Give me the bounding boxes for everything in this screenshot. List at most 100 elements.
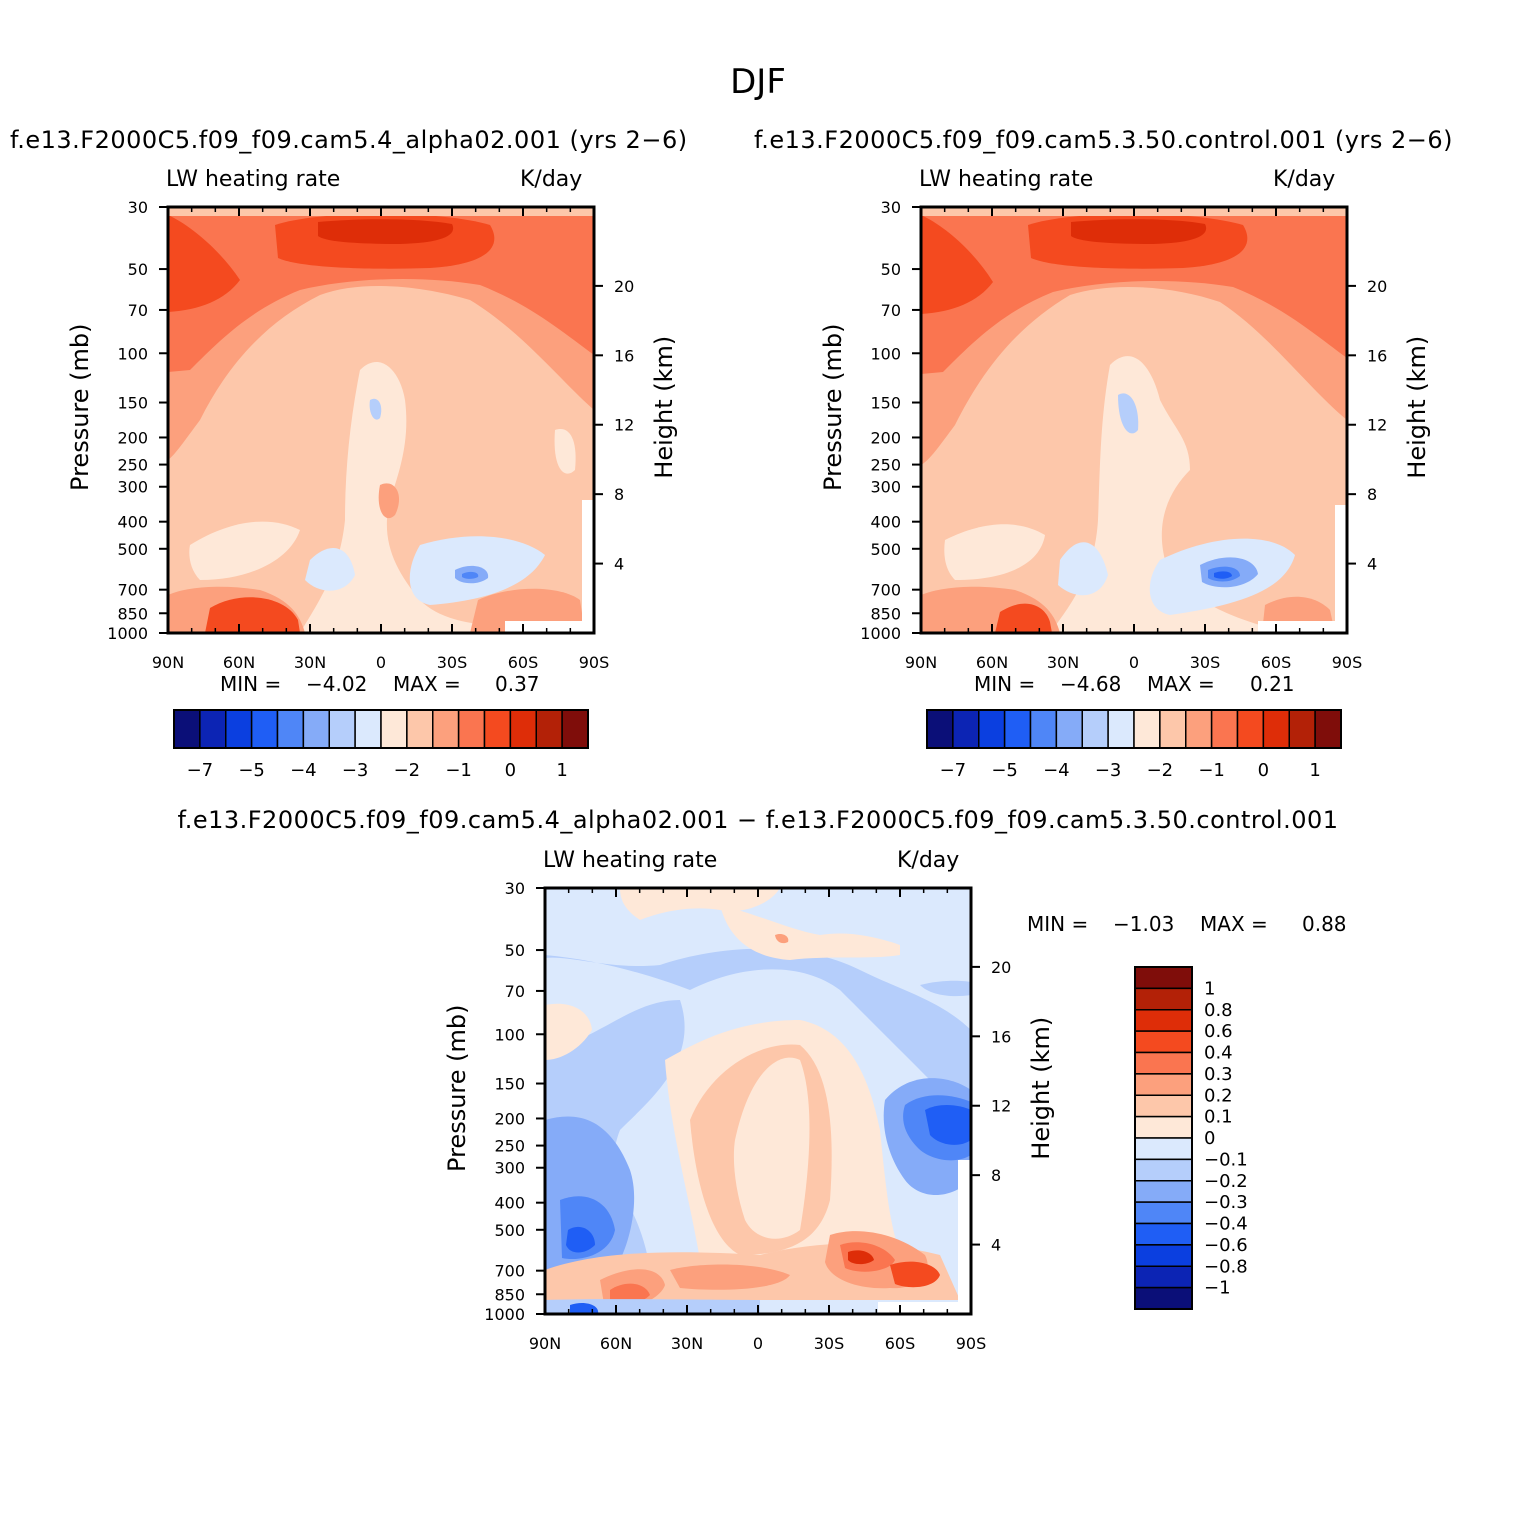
panel-3-colorbar-label: 0.3	[1204, 1064, 1233, 1085]
panel-3-colorbar-label: 0.8	[1204, 1000, 1233, 1021]
panel-3-variable: LW heating rate	[543, 848, 718, 873]
panel-1-colorbar-box	[199, 709, 227, 749]
panel-2-colorbar-box	[1107, 709, 1135, 749]
panel-2-colorbar-label: −7	[940, 760, 967, 781]
page-title: DJF	[730, 62, 786, 102]
panel-1-colorbar-label: −5	[238, 760, 265, 781]
panel-3-colorbar-box	[1134, 1180, 1193, 1203]
panel-2-colorbar-label: −5	[991, 760, 1018, 781]
panel-3-colorbar-label: 0.1	[1204, 1107, 1233, 1128]
panel-1-units: K/day	[520, 167, 583, 192]
panel-3-y-right-tick-label: 8	[991, 1166, 1001, 1185]
panel-1-x-tick-label: 60S	[508, 653, 539, 672]
panel-2-colorbar-box	[952, 709, 980, 749]
panel-1-colorbar-box	[354, 709, 382, 749]
panel-3-max-label: MAX =	[1200, 912, 1268, 936]
panel-2-y-tick-label: 200	[870, 428, 901, 447]
panel-2-y-tick-label: 400	[870, 513, 901, 532]
panel-1-colorbar-box	[432, 709, 460, 749]
panel-1-x-tick-label: 30S	[437, 653, 468, 672]
panel-2-max-label: MAX =	[1147, 672, 1215, 696]
panel-3-colorbar-box	[1134, 987, 1193, 1011]
panel-1-y-tick-label: 300	[117, 478, 148, 497]
panel-3-colorbar-label: 0.6	[1204, 1021, 1233, 1042]
panel-1-colorbar-label: 1	[556, 760, 567, 781]
panel-2-y-tick-label: 30	[881, 198, 901, 217]
panel-1-colorbar-box	[380, 709, 408, 749]
panel-1-colorbar-box	[561, 709, 589, 749]
panel-2-y-tick-label: 50	[881, 260, 901, 279]
panel-2-colorbar-frame	[926, 709, 1342, 749]
panel-3-y-right-axis-title: Height (km)	[1027, 1017, 1055, 1160]
panel-3-y-tick-label: 400	[494, 1194, 525, 1213]
panel-2-colorbar-box	[978, 709, 1006, 749]
panel-1-y-tick-label: 70	[128, 301, 148, 320]
panel-2-y-tick-label: 70	[881, 301, 901, 320]
panel-1-colorbar-box	[225, 709, 253, 749]
panel-1-colorbar-label: 0	[505, 760, 516, 781]
panel-2-colorbar-box	[1081, 709, 1109, 749]
panel-3-colorbar-label: 0	[1204, 1128, 1215, 1149]
panel-1-y-tick-label: 200	[117, 428, 148, 447]
panel-1-y-tick-label: 100	[117, 344, 148, 363]
panel-1-max-label: MAX =	[393, 672, 461, 696]
panel-2-y-right-tick-label: 4	[1367, 555, 1377, 574]
panel-2-y-tick-label: 1000	[860, 624, 901, 643]
panel-3-colorbar-box	[1134, 1030, 1193, 1054]
panel-3-case-title: f.e13.F2000C5.f09_f09.cam5.4_alpha02.001…	[177, 806, 1339, 834]
panel-2-colorbar-label: 0	[1258, 760, 1269, 781]
panel-1-min-value: −4.02	[306, 672, 368, 696]
panel-3-colorbar-label: −0.2	[1204, 1171, 1248, 1192]
panel-3-x-tick-label: 60N	[600, 1334, 632, 1353]
panel-1-case-title: f.e13.F2000C5.f09_f09.cam5.4_alpha02.001…	[10, 126, 688, 154]
panel-3-colorbar-label: −1	[1204, 1278, 1231, 1299]
panel-1-variable: LW heating rate	[166, 167, 341, 192]
panel-2-y-axis-title: Pressure (mb)	[819, 323, 847, 490]
panel-1-x-tick-label: 60N	[223, 653, 255, 672]
panel-3-colorbar-label: −0.3	[1204, 1192, 1248, 1213]
panel-1-y-right-tick-label: 16	[614, 346, 634, 365]
panel-1-max-value: 0.37	[495, 672, 540, 696]
panel-2-colorbar-box	[1236, 709, 1265, 749]
panel-1-y-tick-label: 30	[128, 198, 148, 217]
panel-2-y-tick-label: 100	[870, 344, 901, 363]
panel-3-colorbar-box	[1134, 966, 1193, 990]
panel-2-y-tick-label: 250	[870, 456, 901, 475]
panel-3-colorbar-box	[1134, 1244, 1193, 1267]
panel-2-colorbar-box	[1159, 709, 1187, 749]
panel-1-y-tick-label: 50	[128, 260, 148, 279]
panel-2-colorbar-box	[1262, 709, 1290, 749]
panel-3-y-tick-label: 30	[505, 879, 525, 898]
panel-2-colorbar-box	[1288, 709, 1316, 749]
panel-1-colorbar-box	[457, 709, 486, 749]
panel-3-colorbar-box	[1134, 1137, 1193, 1161]
panel-3-colorbar-box	[1134, 1222, 1193, 1246]
panel-3-y-tick-label: 500	[494, 1221, 525, 1240]
panel-3-colorbar-box	[1134, 1201, 1193, 1225]
panel-3-x-tick-label: 30N	[671, 1334, 703, 1353]
panel-1-colorbar-label: −7	[187, 760, 214, 781]
panel-3-colorbar-box	[1134, 1286, 1193, 1310]
panel-1-y-tick-label: 250	[117, 456, 148, 475]
panel-2-y-right-tick-label: 20	[1367, 277, 1387, 296]
panel-3-colorbar-frame	[1134, 966, 1193, 1310]
panel-2-colorbar-box	[1003, 709, 1032, 749]
panel-3-y-tick-label: 300	[494, 1159, 525, 1178]
panel-3-y-right-tick-label: 16	[991, 1027, 1011, 1046]
panel-2-colorbar-box	[1210, 709, 1239, 749]
panel-3-y-tick-label: 850	[494, 1285, 525, 1304]
panel-2-colorbar-label: −2	[1147, 760, 1174, 781]
panel-3-colorbar-box	[1134, 1265, 1193, 1289]
panel-1-colorbar-box	[535, 709, 563, 749]
panel-2-y-right-tick-label: 12	[1367, 416, 1387, 435]
panel-2-colorbar-box	[926, 709, 954, 749]
panel-1-y-tick-label: 500	[117, 540, 148, 559]
panel-3-y-axis-title: Pressure (mb)	[443, 1004, 471, 1171]
panel-3-colorbar-label: −0.6	[1204, 1235, 1248, 1256]
panel-3-y-tick-label: 250	[494, 1137, 525, 1156]
panel-1-colorbar-box	[173, 709, 201, 749]
panel-3-colorbar-label: −0.4	[1204, 1214, 1248, 1235]
panel-2-x-tick-label: 90S	[1332, 653, 1363, 672]
panel-1-y-tick-label: 700	[117, 581, 148, 600]
panel-2-colorbar-label: −4	[1043, 760, 1070, 781]
